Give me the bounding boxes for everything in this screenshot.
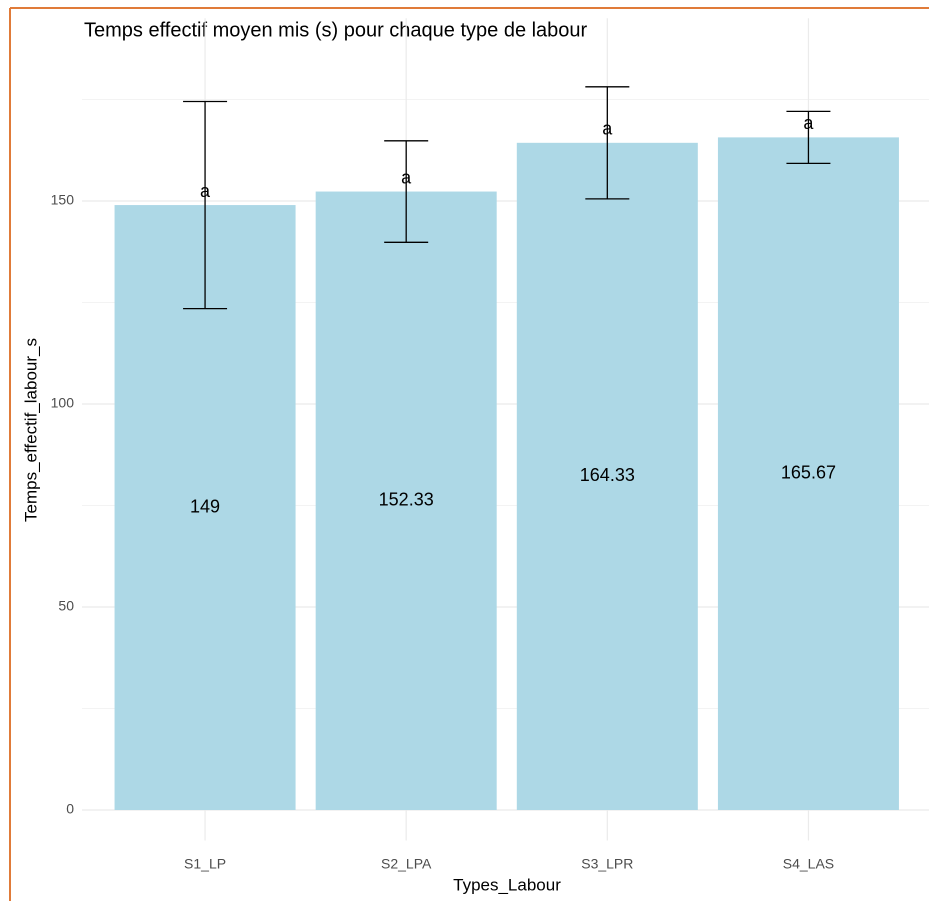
significance-letter: a: [200, 181, 211, 201]
value-label: 149: [190, 496, 220, 516]
significance-letter: a: [803, 113, 814, 133]
value-label: 165.67: [781, 462, 836, 482]
significance-letter: a: [602, 119, 613, 139]
error-bar: [384, 140, 429, 243]
chart-title: Temps effectif moyen mis (s) pour chaque…: [84, 19, 588, 41]
value-label: 164.33: [580, 465, 635, 485]
significance-letter: a: [401, 167, 412, 187]
x-tick-label: S2_LPA: [381, 856, 432, 872]
y-tick-label: 0: [66, 801, 74, 817]
x-axis-label: Types_Labour: [453, 875, 561, 894]
bar: [516, 142, 698, 811]
y-tick-label: 50: [58, 598, 74, 614]
bar: [315, 191, 497, 810]
y-tick-label: 100: [51, 395, 75, 411]
error-bar: [786, 110, 831, 165]
x-tick-label: S3_LPR: [581, 856, 633, 872]
x-tick-label: S4_LAS: [783, 856, 834, 872]
bar: [717, 137, 899, 810]
value-label: 152.33: [379, 490, 434, 510]
y-axis-label: Temps_effectif_labour_s: [21, 338, 40, 522]
y-tick-label: 150: [51, 192, 75, 208]
error-bar: [183, 100, 228, 310]
error-bar: [585, 86, 630, 200]
x-tick-label: S1_LP: [184, 856, 226, 872]
